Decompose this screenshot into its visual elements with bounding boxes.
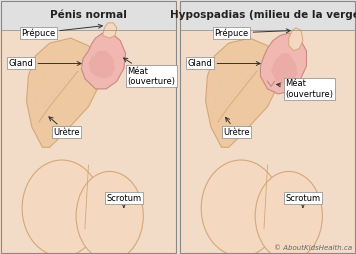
Polygon shape xyxy=(89,51,115,79)
Polygon shape xyxy=(206,38,282,147)
Polygon shape xyxy=(261,33,307,94)
Polygon shape xyxy=(82,33,126,89)
Polygon shape xyxy=(289,28,303,51)
Bar xyxy=(179,0,356,30)
Polygon shape xyxy=(271,53,298,84)
Text: Gland: Gland xyxy=(188,59,260,68)
Ellipse shape xyxy=(22,160,102,254)
Polygon shape xyxy=(103,23,117,38)
Polygon shape xyxy=(27,38,103,147)
Text: Urètre: Urètre xyxy=(49,117,80,137)
Text: Prépuce: Prépuce xyxy=(214,28,290,38)
Text: Pénis normal: Pénis normal xyxy=(50,10,127,20)
Text: Scrotum: Scrotum xyxy=(106,194,141,208)
Text: © AboutKidsHealth.ca: © AboutKidsHealth.ca xyxy=(274,245,352,251)
Text: Méat
(ouverture): Méat (ouverture) xyxy=(124,58,176,86)
Text: Scrotum: Scrotum xyxy=(285,194,320,208)
Text: Prépuce: Prépuce xyxy=(21,24,102,38)
Text: Gland: Gland xyxy=(9,59,81,68)
Ellipse shape xyxy=(76,171,143,254)
Ellipse shape xyxy=(201,160,281,254)
Text: Urètre: Urètre xyxy=(223,117,250,137)
Ellipse shape xyxy=(255,171,323,254)
Bar xyxy=(0,0,177,30)
Text: Hypospadias (milieu de la verge): Hypospadias (milieu de la verge) xyxy=(170,10,356,20)
Text: Méat
(ouverture): Méat (ouverture) xyxy=(277,79,333,99)
